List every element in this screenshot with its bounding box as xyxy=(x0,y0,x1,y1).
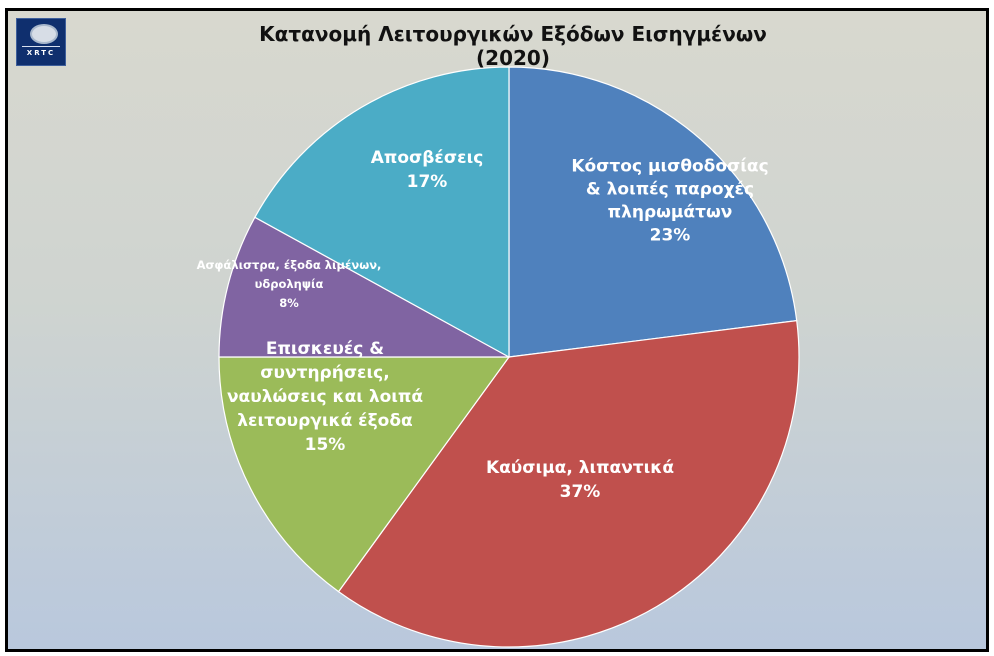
pie-label-4: Ασφάλιστρα, έξοδα λιμένων, υδροληψία 8% xyxy=(197,258,382,310)
pie-label-line: ναυλώσεις και λοιπά xyxy=(227,387,423,407)
pie-label-2: Καύσιμα, λιπαντικά 37% xyxy=(486,458,674,502)
pie-label-1: Κόστος μισθοδοσίας & λοιπές παροχές πληρωμ… xyxy=(571,157,768,246)
pie-slice-1 xyxy=(508,66,798,358)
pie-slice-3 xyxy=(218,356,511,593)
pie-label-line: συντηρήσεις, xyxy=(260,363,389,383)
logo-emblem-icon xyxy=(30,24,58,44)
logo-text: XRTC xyxy=(26,49,56,57)
pie-label-line: 8% xyxy=(279,296,299,310)
top-strip xyxy=(0,0,994,8)
pie-label-line: Επισκευές & xyxy=(266,339,384,359)
xrtc-logo: XRTC xyxy=(16,18,66,66)
pie-label-line: Ασφάλιστρα, έξοδα λιμένων, xyxy=(197,258,382,272)
pie-label-line: λειτουργικά έξοδα xyxy=(237,411,412,431)
pie-label-line: Αποσβέσεις xyxy=(371,148,484,168)
pie-slices xyxy=(218,66,800,648)
chart-frame: XRTC Κατανομή Λειτουργικών Εξόδων Εισηγμ… xyxy=(5,8,989,652)
logo-divider xyxy=(22,46,60,47)
chart-title: Κατανομή Λειτουργικών Εξόδων Εισηγμένων … xyxy=(259,22,767,70)
pie-label-line: 23% xyxy=(650,226,691,246)
pie-label-line: 15% xyxy=(305,435,346,455)
pie-slice-4 xyxy=(218,216,510,358)
pie-slice-5 xyxy=(254,66,510,359)
pie-label-5: Αποσβέσεις 17% xyxy=(371,148,484,192)
pie-label-line: 37% xyxy=(560,482,601,502)
pie-slice-2 xyxy=(337,319,800,648)
pie-label-line: υδροληψία xyxy=(255,277,324,291)
pie-label-line: Κόστος μισθοδοσίας xyxy=(571,157,768,177)
pie-labels: Κόστος μισθοδοσίας & λοιπές παροχές πληρωμ… xyxy=(197,148,769,502)
pie-chart: Κόστος μισθοδοσίας & λοιπές παροχές πληρωμ… xyxy=(197,66,800,648)
pie-label-line: πληρωμάτων xyxy=(608,203,733,223)
pie-label-line: & λοιπές παροχές xyxy=(586,180,754,200)
pie-label-line: Καύσιμα, λιπαντικά xyxy=(486,458,674,478)
pie-label-3: Επισκευές & συντηρήσεις, ναυλώσεις και λοι… xyxy=(227,339,423,455)
cropped-header-underline xyxy=(6,0,406,8)
pie-label-line: 17% xyxy=(407,172,448,192)
